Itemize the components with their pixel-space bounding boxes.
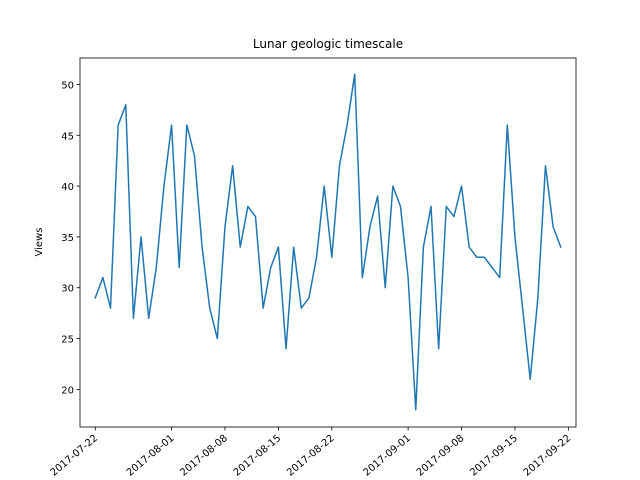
- x-tick-label: 2017-07-22: [49, 433, 101, 479]
- data-point: [292, 246, 294, 248]
- y-tick-label: 30: [61, 284, 74, 295]
- x-axis: 2017-07-22 2017-08-01 2017-08-08 2017-08-15…: [49, 427, 574, 479]
- data-point: [170, 124, 172, 126]
- data-point: [140, 236, 142, 238]
- y-tick-label: 35: [61, 233, 74, 244]
- data-point: [247, 205, 249, 207]
- y-tick-label: 45: [61, 131, 74, 142]
- data-point: [491, 266, 493, 268]
- data-point: [224, 226, 226, 228]
- x-tick-label: 2017-08-08: [178, 433, 230, 479]
- data-point: [201, 246, 203, 248]
- data-point: [445, 205, 447, 207]
- data-point: [178, 266, 180, 268]
- data-point: [117, 124, 119, 126]
- data-point: [376, 195, 378, 197]
- y-axis: 20 25 30 35 40 45 50: [61, 80, 80, 396]
- series-line: [94, 73, 562, 411]
- data-point: [231, 165, 233, 167]
- chart-title: Lunar geologic timescale: [253, 37, 403, 51]
- x-tick-label: 2017-09-08: [415, 433, 467, 479]
- x-tick-label: 2017-08-22: [285, 433, 337, 479]
- data-point: [109, 307, 111, 309]
- data-point: [544, 165, 546, 167]
- y-tick-label: 20: [61, 385, 74, 396]
- data-point: [514, 236, 516, 238]
- data-point: [369, 226, 371, 228]
- data-point: [270, 266, 272, 268]
- data-point: [354, 73, 356, 75]
- data-point: [430, 205, 432, 207]
- data-point: [560, 246, 562, 248]
- data-point: [498, 276, 500, 278]
- data-point: [453, 215, 455, 217]
- data-point: [155, 266, 157, 268]
- data-point: [147, 317, 149, 319]
- data-point: [361, 276, 363, 278]
- data-point: [521, 307, 523, 309]
- y-tick-label: 40: [61, 182, 74, 193]
- x-tick-label: 2017-08-15: [232, 433, 284, 479]
- data-point: [94, 297, 96, 299]
- data-point: [331, 256, 333, 258]
- x-tick-label: 2017-09-15: [468, 433, 520, 479]
- plot-area: [94, 73, 562, 411]
- data-point: [262, 307, 264, 309]
- plot-frame: [79, 57, 577, 428]
- data-point: [277, 246, 279, 248]
- y-tick-label: 50: [61, 80, 74, 91]
- data-point: [460, 185, 462, 187]
- data-point: [399, 205, 401, 207]
- data-point: [163, 185, 165, 187]
- data-point: [308, 297, 310, 299]
- data-point: [468, 246, 470, 248]
- data-point: [552, 226, 554, 228]
- data-point: [529, 378, 531, 380]
- data-point: [300, 307, 302, 309]
- data-point: [285, 348, 287, 350]
- y-axis-label: Views: [34, 228, 45, 257]
- data-point: [483, 256, 485, 258]
- x-tick-label: 2017-08-01: [125, 433, 177, 479]
- data-point: [422, 246, 424, 248]
- data-point: [407, 276, 409, 278]
- data-point: [437, 348, 439, 350]
- y-tick-label: 25: [61, 335, 74, 346]
- data-point: [102, 276, 104, 278]
- x-tick-label: 2017-09-01: [361, 433, 413, 479]
- x-tick-label: 2017-09-22: [522, 433, 574, 479]
- data-point: [323, 185, 325, 187]
- data-point: [186, 124, 188, 126]
- data-point: [315, 256, 317, 258]
- data-point: [254, 215, 256, 217]
- data-point: [338, 165, 340, 167]
- data-point: [346, 124, 348, 126]
- data-point: [239, 246, 241, 248]
- data-point: [209, 307, 211, 309]
- data-point: [506, 124, 508, 126]
- data-point: [132, 317, 134, 319]
- data-point: [125, 104, 127, 106]
- data-point: [392, 185, 394, 187]
- data-point: [476, 256, 478, 258]
- data-point: [415, 409, 417, 411]
- data-point: [216, 337, 218, 339]
- data-point: [537, 297, 539, 299]
- data-point: [193, 154, 195, 156]
- data-point: [384, 287, 386, 289]
